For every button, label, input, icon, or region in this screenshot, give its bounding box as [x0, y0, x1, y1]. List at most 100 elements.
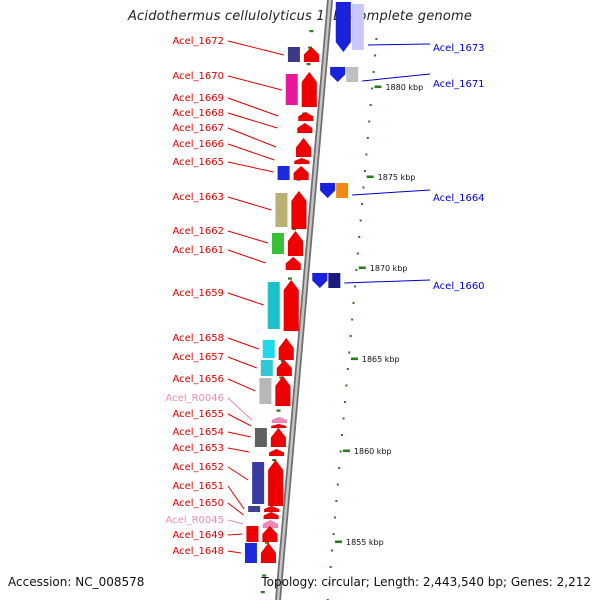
gene-label-acel-1662[interactable]: Acel_1662	[172, 226, 224, 237]
gene-label-acel-1672[interactable]: Acel_1672	[172, 36, 224, 47]
gene-arrow[interactable]	[263, 505, 280, 513]
gene-arrow[interactable]	[278, 337, 294, 361]
ring-dot	[348, 351, 351, 354]
label-leader	[227, 161, 274, 173]
map-title: Acidothermus cellulolyticus 11B, complet…	[127, 9, 473, 24]
label-leader	[362, 73, 431, 82]
gene-label-acel-1649[interactable]: Acel_1649	[172, 530, 224, 541]
gene-arrow[interactable]	[301, 71, 318, 108]
label-leader	[227, 502, 244, 516]
gene-label-acel-1655[interactable]: Acel_1655	[172, 409, 224, 420]
ring-dot	[346, 368, 349, 370]
gene-category-tile	[328, 273, 341, 288]
label-leader	[227, 75, 282, 91]
ring-dot	[280, 360, 285, 363]
ring-dot	[339, 450, 342, 453]
ring-dot	[260, 591, 265, 594]
gene-arrow[interactable]	[285, 256, 301, 271]
label-leader	[352, 189, 431, 196]
gene-arrow[interactable]	[270, 427, 287, 448]
gene-label-acel-1661[interactable]: Acel_1661	[172, 245, 224, 256]
gene-label-acel-1667[interactable]: Acel_1667	[172, 123, 224, 134]
scale-tick-mark	[342, 449, 350, 453]
gene-arrow[interactable]	[271, 416, 288, 424]
ring-dot	[292, 228, 297, 231]
ring-dot	[336, 483, 339, 486]
gene-arrow[interactable]	[293, 165, 309, 181]
gene-arrow[interactable]	[262, 525, 278, 543]
gene-category-tile	[346, 67, 359, 82]
gene-arrow[interactable]	[271, 423, 287, 429]
ring-dot	[332, 533, 335, 535]
gene-label-acel-r0046[interactable]: Acel_R0046	[166, 393, 225, 404]
ring-dot	[343, 401, 346, 403]
gene-arrow[interactable]	[260, 542, 277, 564]
gene-category-tile	[275, 193, 288, 227]
label-leader-lines	[227, 40, 431, 554]
gene-arrow[interactable]	[283, 279, 299, 332]
gene-arrow[interactable]	[263, 511, 279, 520]
ring-dot	[358, 236, 361, 238]
ring-dot	[361, 203, 364, 205]
gene-label-acel-1663[interactable]: Acel_1663	[172, 192, 224, 203]
gene-label-acel-1648[interactable]: Acel_1648	[172, 546, 224, 557]
gene-category-tile	[287, 47, 300, 62]
gene-label-acel-1653[interactable]: Acel_1653	[172, 443, 224, 454]
ring-dot	[352, 302, 355, 304]
gene-label-acel-r0045[interactable]: Acel_R0045	[166, 515, 225, 526]
gene-label-acel-1668[interactable]: Acel_1668	[172, 108, 224, 119]
label-leader	[227, 292, 264, 306]
gene-label-acel-1666[interactable]: Acel_1666	[172, 139, 224, 150]
ring-dot	[333, 516, 336, 519]
gene-arrow[interactable]	[303, 46, 320, 63]
chromosome-backbone	[275, 0, 333, 600]
gene-arrow[interactable]	[335, 1, 352, 53]
gene-arrow[interactable]	[312, 272, 328, 289]
gene-label-acel-1654[interactable]: Acel_1654	[172, 427, 224, 438]
gene-arrow[interactable]	[276, 359, 293, 377]
label-leader	[227, 337, 259, 350]
gene-label-acel-1669[interactable]: Acel_1669	[172, 93, 224, 104]
gene-label-acel-1664[interactable]: Acel_1664	[433, 193, 485, 204]
gene-label-acel-1652[interactable]: Acel_1652	[172, 462, 224, 473]
gene-label-acel-1671[interactable]: Acel_1671	[433, 79, 485, 90]
gene-arrow[interactable]	[287, 230, 304, 257]
gene-label-acel-1660[interactable]: Acel_1660	[433, 281, 485, 292]
gene-arrow[interactable]	[319, 182, 336, 199]
topology-text: Topology: circular; Length: 2,443,540 bp…	[261, 575, 591, 589]
gene-category-tile	[285, 74, 298, 105]
gene-arrow[interactable]	[291, 190, 307, 230]
scale-tick-label: 1880 kbp	[385, 83, 423, 92]
ring-dot	[372, 71, 375, 73]
gene-arrow[interactable]	[267, 459, 284, 507]
gene-arrow[interactable]	[268, 448, 285, 457]
gene-category-tile	[244, 543, 257, 563]
gene-arrow[interactable]	[329, 66, 346, 83]
gene-arrow[interactable]	[295, 137, 312, 158]
label-leader	[227, 97, 279, 117]
gene-arrow[interactable]	[275, 375, 291, 407]
gene-label-acel-1651[interactable]: Acel_1651	[172, 481, 224, 492]
scale-tick-label: 1865 kbp	[362, 355, 400, 364]
gene-label-acel-1670[interactable]: Acel_1670	[172, 71, 224, 82]
gene-label-acel-1673[interactable]: Acel_1673	[433, 43, 485, 54]
ring-dot	[349, 335, 352, 337]
gene-category-tile	[246, 526, 259, 542]
gene-category-tile	[277, 166, 290, 180]
gene-label-acel-1656[interactable]: Acel_1656	[172, 374, 224, 385]
gene-label-acel-1657[interactable]: Acel_1657	[172, 352, 224, 363]
gene-label-acel-1659[interactable]: Acel_1659	[172, 288, 224, 299]
gene-arrow[interactable]	[294, 157, 310, 165]
gene-label-acel-1665[interactable]: Acel_1665	[172, 157, 224, 168]
gene-arrow[interactable]	[297, 122, 313, 134]
ring-dot	[329, 566, 332, 568]
gene-label-acel-1650[interactable]: Acel_1650	[172, 498, 224, 509]
ring-dot	[356, 252, 359, 255]
gene-label-acel-1658[interactable]: Acel_1658	[172, 333, 224, 344]
gene-arrow[interactable]	[298, 111, 314, 122]
label-leader	[227, 519, 244, 525]
ring-dot	[366, 137, 369, 139]
ring-dot	[351, 318, 354, 321]
label-leader	[227, 356, 257, 369]
